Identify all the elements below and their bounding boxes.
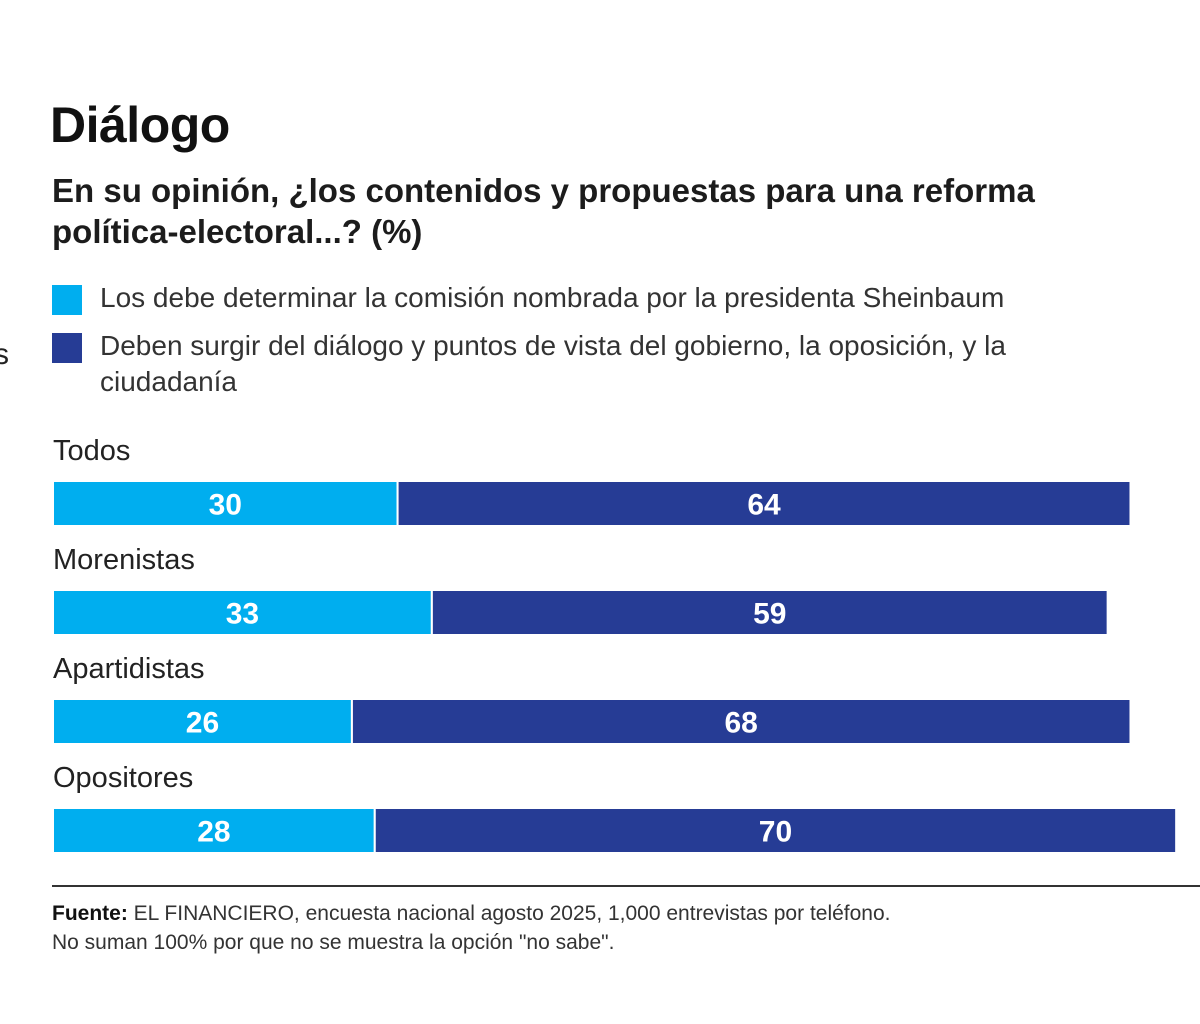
legend-swatch-series-2 xyxy=(52,333,82,363)
stray-glyph: s xyxy=(0,338,9,371)
category-label-apartidistas: Apartidistas xyxy=(53,653,205,685)
bar-apartidistas-series-1 xyxy=(54,700,351,743)
value-label-todos-series-2: 64 xyxy=(747,489,781,522)
legend-item-series-1: Los debe determinar la comisión nombrada… xyxy=(52,280,1172,316)
bar-apartidistas-series-2 xyxy=(352,700,1130,743)
value-label-todos-series-1: 30 xyxy=(209,489,242,522)
source-footnote: No suman 100% por que no se muestra la o… xyxy=(52,931,615,954)
value-label-opositores-series-2: 70 xyxy=(759,816,792,849)
bar-separator-opositores xyxy=(373,809,376,852)
bar-opositores-series-1 xyxy=(54,809,374,852)
bar-separator-apartidistas xyxy=(350,700,353,743)
legend-label-series-2: Deben surgir del diálogo y puntos de vis… xyxy=(100,330,1006,397)
footer-divider xyxy=(52,885,1200,887)
source-text: EL FINANCIERO, encuesta nacional agosto … xyxy=(133,902,891,925)
bar-morenistas-series-2 xyxy=(432,591,1107,634)
bar-separator-morenistas xyxy=(430,591,433,634)
source-label: Fuente: xyxy=(52,902,128,925)
chart-subtitle: En su opinión, ¿los contenidos y propues… xyxy=(52,172,1035,250)
value-label-apartidistas-series-1: 26 xyxy=(186,707,219,740)
value-label-apartidistas-series-2: 68 xyxy=(725,707,758,740)
bar-todos-series-2 xyxy=(398,482,1130,525)
chart-title: Diálogo xyxy=(50,97,230,153)
legend-swatch-series-1 xyxy=(52,285,82,315)
legend-item-series-2: Deben surgir del diálogo y puntos de vis… xyxy=(52,328,1172,400)
bar-opositores-series-2 xyxy=(375,809,1176,852)
category-label-opositores: Opositores xyxy=(53,762,193,794)
legend: Los debe determinar la comisión nombrada… xyxy=(52,280,1172,400)
source-note: Fuente: EL FINANCIERO, encuesta nacional… xyxy=(52,899,1152,957)
value-label-morenistas-series-2: 59 xyxy=(753,598,786,631)
bar-todos-series-1 xyxy=(54,482,397,525)
value-label-opositores-series-1: 28 xyxy=(197,816,230,849)
category-label-todos: Todos xyxy=(53,435,130,467)
bar-separator-todos xyxy=(396,482,399,525)
value-label-morenistas-series-1: 33 xyxy=(226,598,259,631)
bar-morenistas-series-1 xyxy=(54,591,431,634)
category-label-morenistas: Morenistas xyxy=(53,544,195,576)
legend-label-series-1: Los debe determinar la comisión nombrada… xyxy=(100,282,1005,313)
